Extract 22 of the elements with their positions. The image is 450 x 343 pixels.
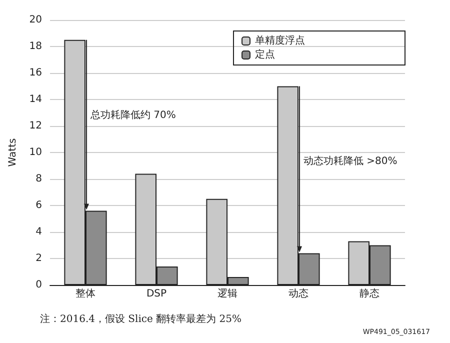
legend-label: 定点 — [255, 48, 275, 60]
legend-label: 单精度浮点 — [255, 34, 305, 46]
y-tick-label: 10 — [29, 147, 42, 158]
y-tick-label: 20 — [29, 14, 42, 26]
y-tick-label: 12 — [29, 120, 42, 132]
y-axis-title: Watts — [8, 138, 18, 167]
y-tick-label: 0 — [36, 280, 42, 290]
y-tick-label: 16 — [29, 68, 42, 78]
y-tick-label: 4 — [36, 226, 42, 238]
x-tick-label: 整体 — [76, 288, 96, 300]
text: 注：2016.4，假设 Slice 翻转率最差为 25% — [40, 312, 242, 326]
x-tick-label: 逻辑 — [218, 288, 238, 300]
y-tick-label: 2 — [36, 253, 42, 264]
x-tick-label: DSP — [146, 288, 167, 300]
annotation: 动态功耗降低 >80% — [304, 154, 398, 168]
annotation: 总功耗降低约 70% — [90, 108, 176, 122]
x-tick-label: 动态 — [288, 288, 308, 300]
y-tick-label: 14 — [29, 94, 42, 105]
y-tick-label: 18 — [29, 41, 42, 52]
y-tick-label: 6 — [36, 200, 42, 211]
y-tick-label: 8 — [36, 174, 42, 184]
x-tick-label: 静态 — [360, 288, 380, 300]
